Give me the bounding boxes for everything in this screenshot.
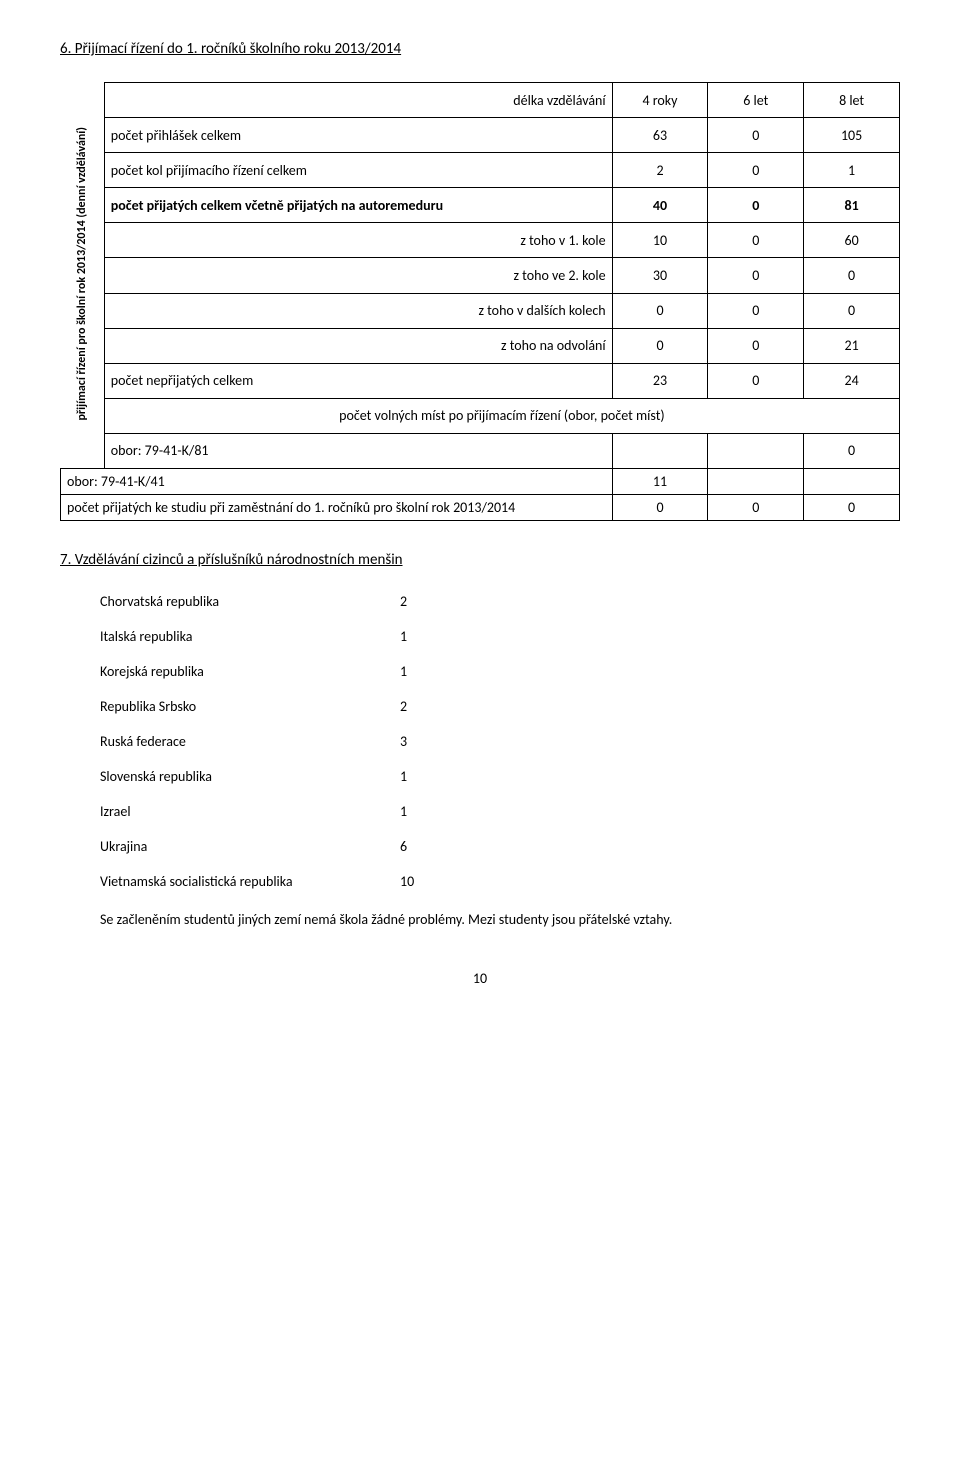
header-col-2: 8 let [804, 83, 900, 118]
admissions-table: přijímací řízení pro školní rok 2013/201… [60, 82, 900, 521]
list-item: Ukrajina6 [100, 838, 900, 855]
table-row: z toho v 1. kole 10 0 60 [61, 223, 900, 258]
list-item: Korejská republika1 [100, 663, 900, 680]
vertical-label: přijímací řízení pro školní rok 2013/201… [71, 87, 93, 461]
obor-row: obor: 79-41-K/81 0 [61, 433, 900, 468]
list-item: Republika Srbsko2 [100, 698, 900, 715]
table-row: počet přijatých celkem včetně přijatých … [61, 188, 900, 223]
footer-row: počet přijatých ke studiu při zaměstnání… [61, 495, 900, 521]
table-row: z toho na odvolání 0 0 21 [61, 328, 900, 363]
header-label: délka vzdělávání [104, 83, 612, 118]
table-row: z toho v dalších kolech 0 0 0 [61, 293, 900, 328]
list-item: Vietnamská socialistická republika10 [100, 873, 900, 890]
list-item: Chorvatská republika2 [100, 593, 900, 610]
subheader: počet volných míst po přijímacím řízení … [104, 398, 899, 433]
list-item: Slovenská republika1 [100, 768, 900, 785]
header-col-1: 6 let [708, 83, 804, 118]
obor-row: obor: 79-41-K/41 11 [61, 469, 900, 495]
table-row: počet nepřijatých celkem 23 0 24 [61, 363, 900, 398]
list-item: Ruská federace3 [100, 733, 900, 750]
header-col-0: 4 roky [612, 83, 708, 118]
nationalities-list: Chorvatská republika2 Italská republika1… [60, 593, 900, 890]
table-row: počet kol přijímacího řízení celkem 2 0 … [61, 153, 900, 188]
list-item: Italská republika1 [100, 628, 900, 645]
table-row: počet přihlášek celkem 63 0 105 [61, 118, 900, 153]
section7-title: 7. Vzdělávání cizinců a příslušníků náro… [60, 551, 900, 569]
table-header-row: přijímací řízení pro školní rok 2013/201… [61, 83, 900, 118]
list-item: Izrael1 [100, 803, 900, 820]
table-row: z toho ve 2. kole 30 0 0 [61, 258, 900, 293]
section6-title: 6. Přijímací řízení do 1. ročníků školní… [60, 40, 900, 58]
page-number: 10 [60, 970, 900, 987]
section7-paragraph: Se začleněním studentů jiných zemí nemá … [60, 910, 900, 930]
table-subheader-row: počet volných míst po přijímacím řízení … [61, 398, 900, 433]
